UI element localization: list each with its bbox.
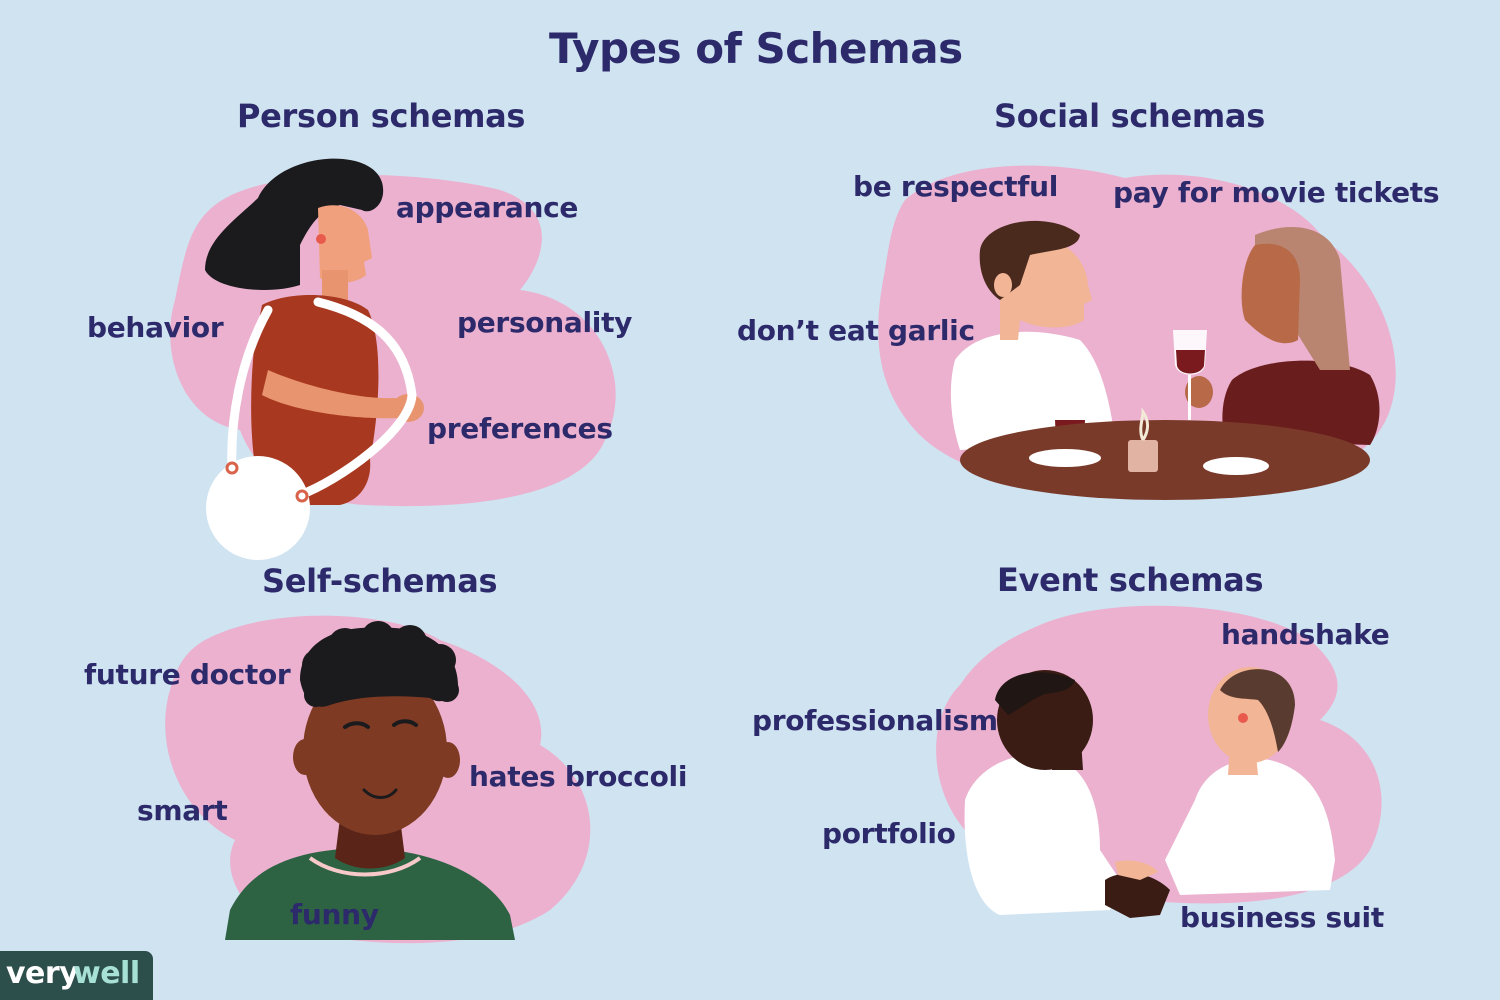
page-title: Types of Schemas — [549, 24, 963, 73]
label-pay-for-movie-tickets: pay for movie tickets — [1113, 176, 1440, 209]
label-dont-eat-garlic: don’t eat garlic — [737, 314, 975, 347]
logo-text-well: well — [73, 956, 140, 991]
label-professionalism: professionalism — [752, 704, 998, 737]
heading-self-schemas: Self-schemas — [262, 562, 498, 600]
label-behavior: behavior — [87, 311, 224, 344]
verywell-logo: very well — [0, 951, 153, 1000]
heading-person-schemas: Person schemas — [237, 97, 526, 135]
label-appearance: appearance — [396, 191, 579, 224]
logo-text-very: very — [6, 956, 79, 991]
woman-illustration — [205, 158, 424, 560]
label-funny: funny — [290, 898, 379, 931]
label-smart: smart — [137, 794, 228, 827]
heading-event-schemas: Event schemas — [997, 561, 1264, 599]
label-future-doctor: future doctor — [84, 658, 291, 691]
label-portfolio: portfolio — [822, 817, 956, 850]
label-business-suit: business suit — [1180, 901, 1384, 934]
heading-social-schemas: Social schemas — [994, 97, 1265, 135]
handshake-illustration — [964, 667, 1335, 918]
young-man-illustration — [225, 621, 515, 940]
dinner-date-illustration — [950, 220, 1380, 500]
label-hates-broccoli: hates broccoli — [469, 760, 688, 793]
label-handshake: handshake — [1221, 618, 1390, 651]
label-preferences: preferences — [427, 412, 613, 445]
label-be-respectful: be respectful — [853, 170, 1059, 203]
label-personality: personality — [457, 306, 633, 339]
